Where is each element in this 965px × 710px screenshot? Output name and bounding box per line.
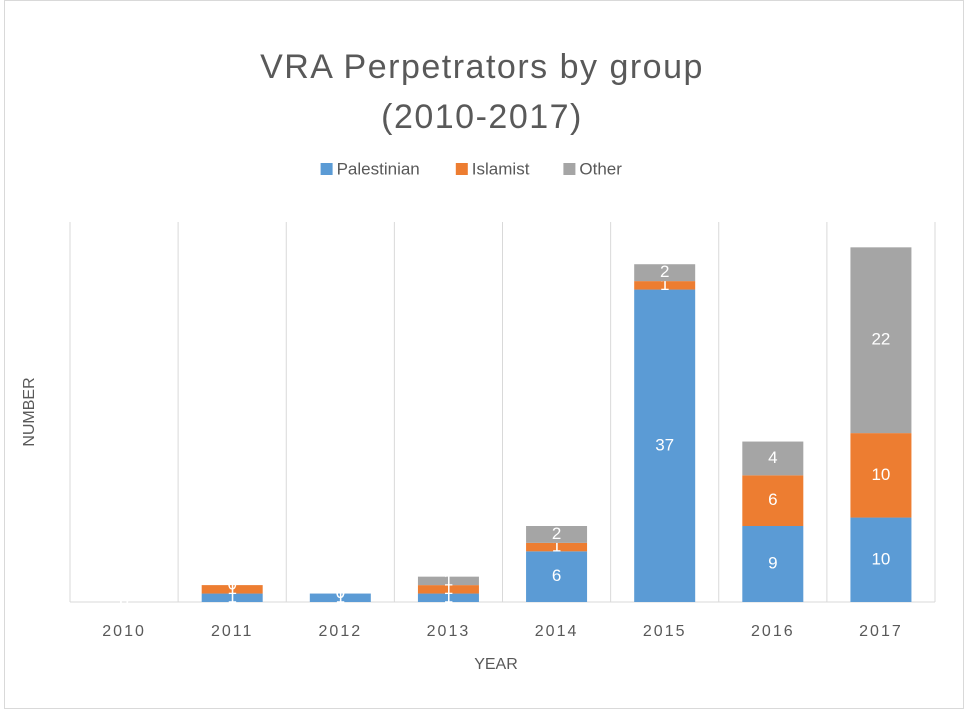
data-label: 1 xyxy=(444,570,453,589)
bar-segment xyxy=(742,526,804,602)
chart-border xyxy=(4,0,964,709)
x-tick-label: 2017 xyxy=(859,623,903,640)
data-label: 0 xyxy=(336,583,345,602)
bar-segment xyxy=(634,281,696,290)
data-label: 0 xyxy=(336,583,345,602)
legend-label: Other xyxy=(579,159,622,178)
bar-segment xyxy=(526,526,588,543)
legend-swatch xyxy=(320,163,333,175)
legend-label: Islamist xyxy=(472,159,530,178)
data-label: 4 xyxy=(768,448,777,467)
data-label: 6 xyxy=(552,566,561,585)
bar-segment xyxy=(201,585,263,594)
bar-segment xyxy=(742,475,804,526)
data-label: 22 xyxy=(871,330,890,349)
x-tick-label: 2013 xyxy=(427,623,471,640)
data-label: 1 xyxy=(444,579,453,598)
bar-segment xyxy=(526,551,588,602)
bar-segment xyxy=(526,542,588,552)
bar-segment xyxy=(742,441,804,476)
data-label: 1 xyxy=(227,587,236,606)
x-tick-label: 2016 xyxy=(751,623,795,640)
bar-segment xyxy=(850,433,912,518)
data-label: 0 xyxy=(227,575,236,594)
x-tick-label: 2012 xyxy=(319,623,363,640)
data-label: 1 xyxy=(336,587,345,606)
data-label: 9 xyxy=(768,553,777,572)
data-label: 1 xyxy=(552,537,561,556)
data-label: 6 xyxy=(768,490,777,509)
data-label: 2 xyxy=(660,262,669,281)
x-tick-label: 2015 xyxy=(643,623,687,640)
chart-title: VRA Perpetrators by group (2010-2017) xyxy=(260,48,704,136)
data-label: 0 xyxy=(119,591,128,610)
bar-segment xyxy=(201,593,263,602)
data-label: 0 xyxy=(119,591,128,610)
bar-segment xyxy=(850,247,912,434)
data-label: 10 xyxy=(871,549,890,568)
x-tick-label: 2010 xyxy=(102,623,146,640)
bar-segment xyxy=(634,289,696,602)
data-label: 1 xyxy=(227,579,236,598)
bar-segment xyxy=(417,585,479,594)
data-label: 2 xyxy=(552,524,561,543)
data-label: 0 xyxy=(119,591,128,610)
x-axis-label: YEAR xyxy=(474,656,518,673)
bar-segment xyxy=(850,517,912,602)
bar-segment xyxy=(417,593,479,602)
x-tick-label: 2014 xyxy=(535,623,579,640)
bar-segment xyxy=(634,264,696,282)
legend-swatch xyxy=(563,163,576,175)
bar-segment xyxy=(309,593,371,602)
legend-swatch xyxy=(455,163,468,175)
data-label: 10 xyxy=(871,465,890,484)
legend-label: Palestinian xyxy=(337,159,420,178)
y-axis-label: NUMBER xyxy=(21,377,38,446)
x-tick-label: 2011 xyxy=(211,623,253,640)
data-label: 37 xyxy=(655,435,674,454)
bar-segment xyxy=(417,576,479,586)
data-label: 1 xyxy=(444,587,453,606)
data-label: 1 xyxy=(660,275,669,294)
